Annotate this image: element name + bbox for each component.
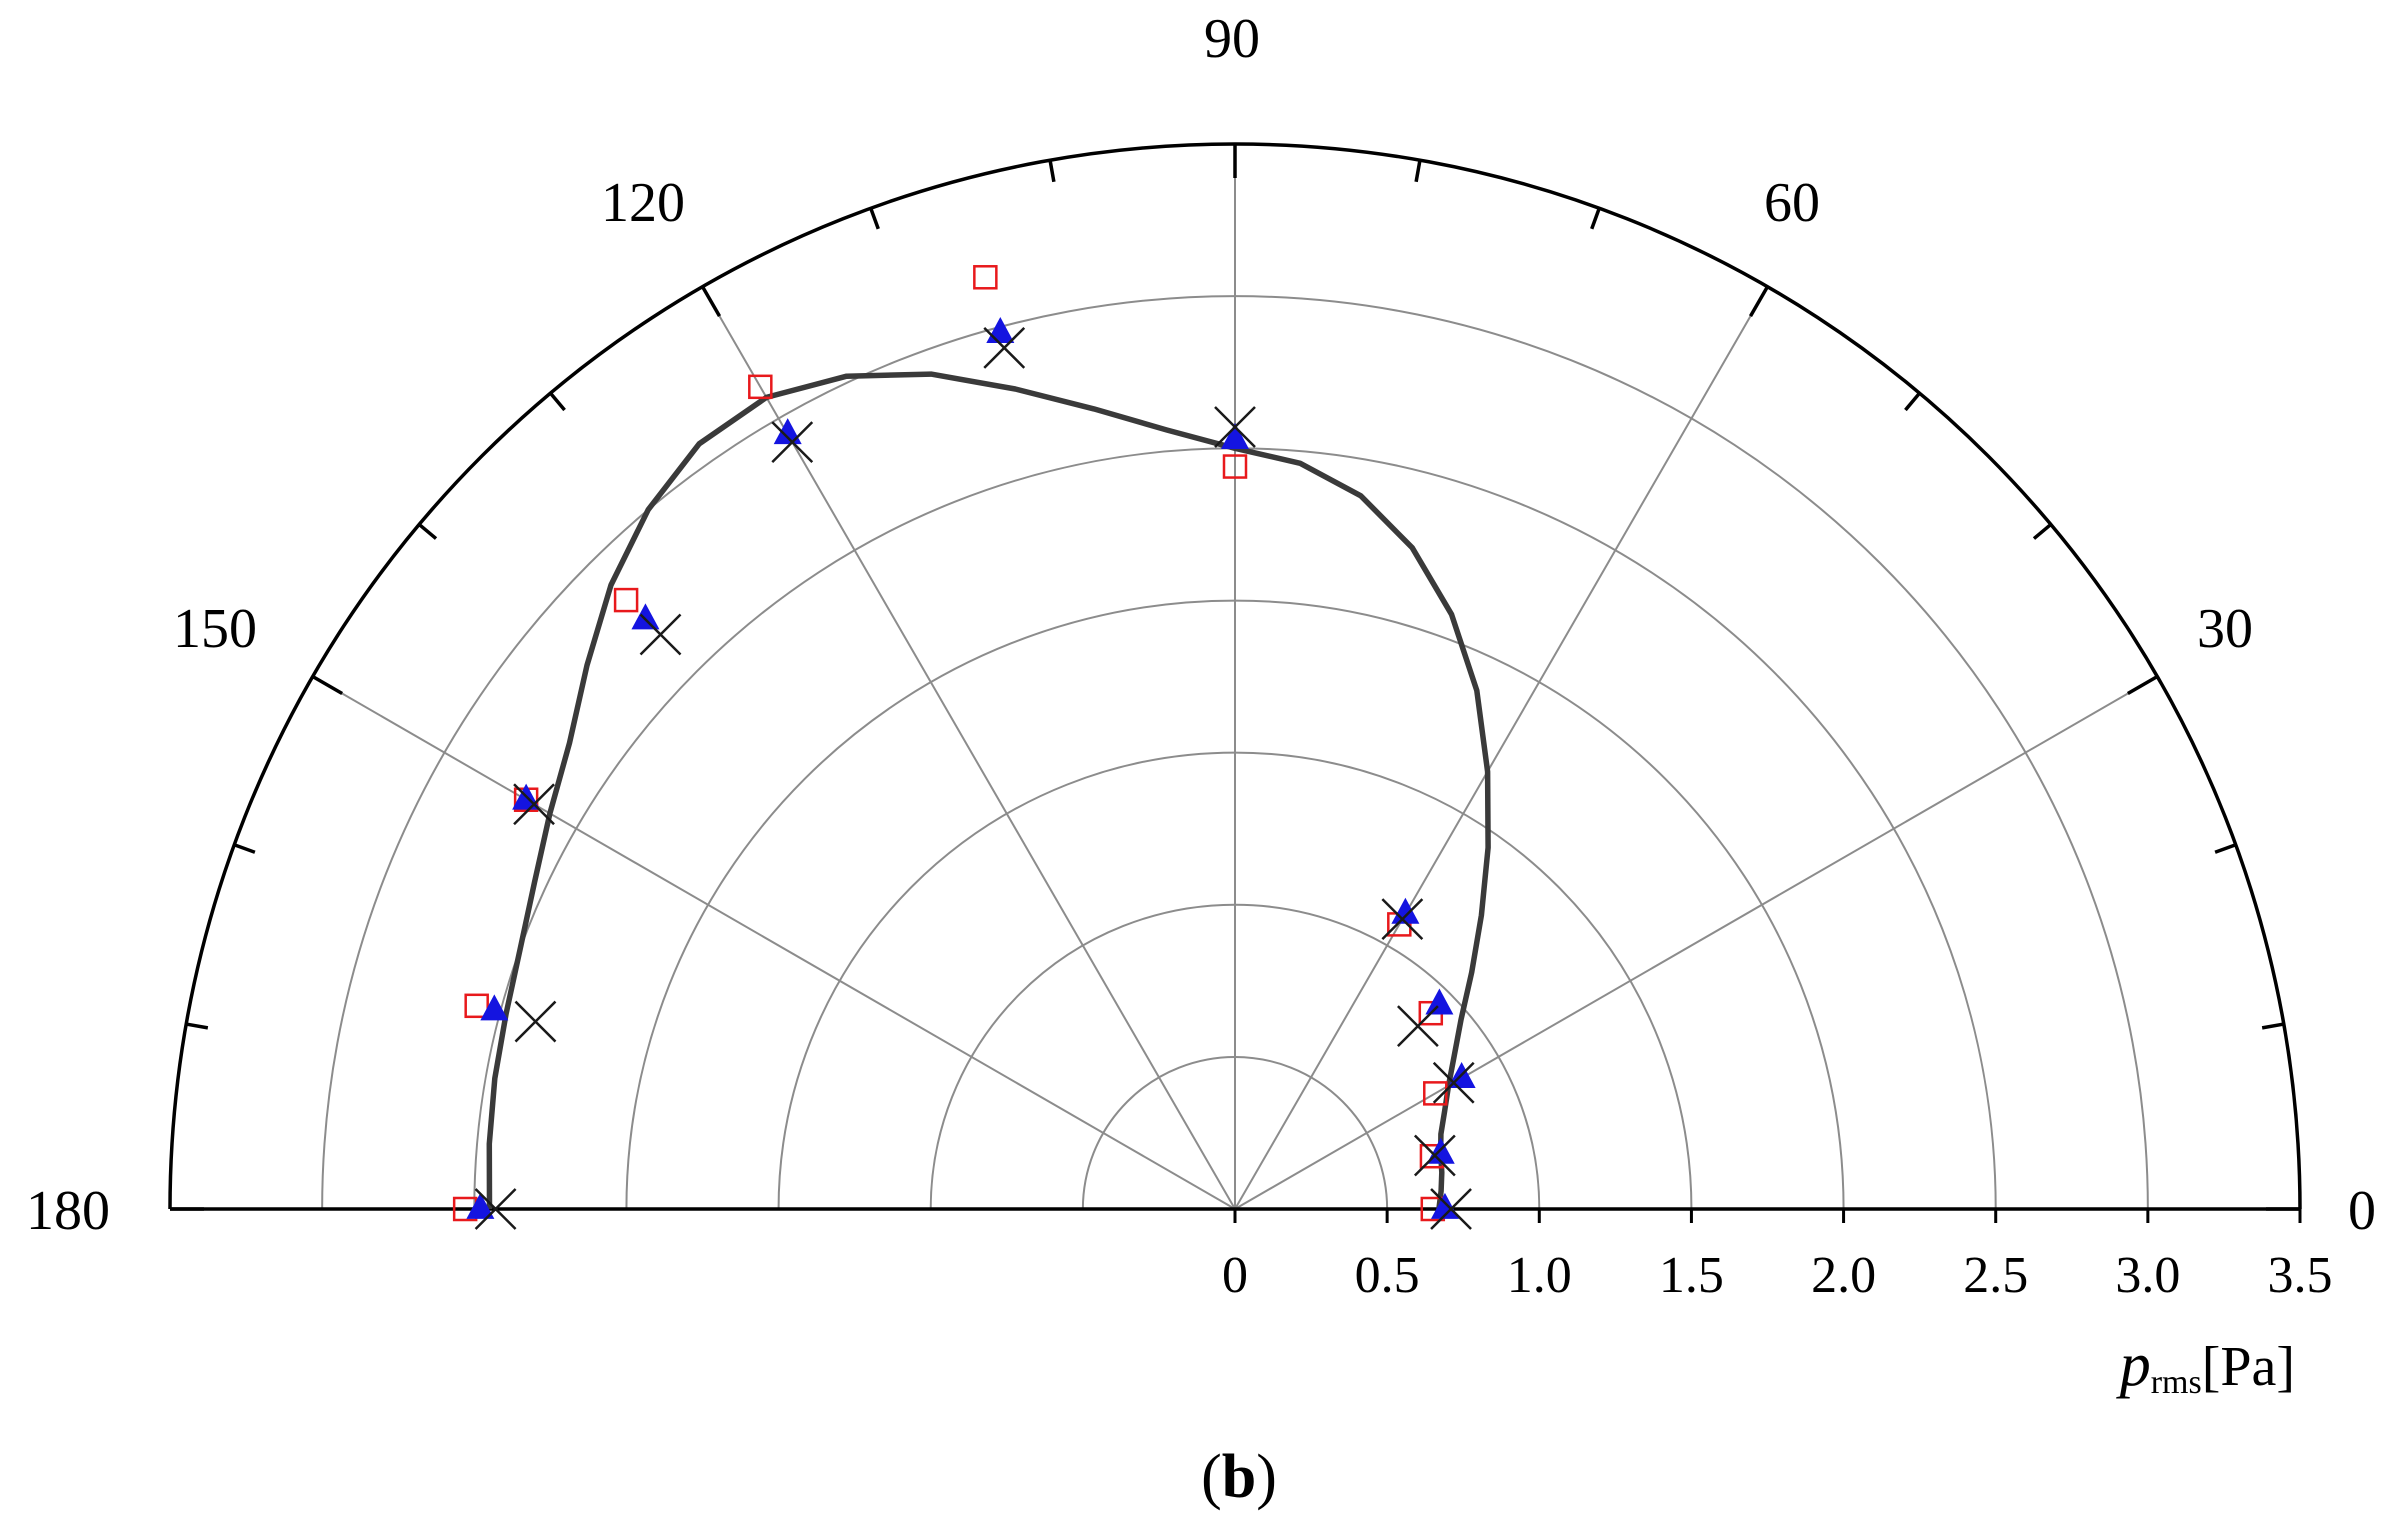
x-cross-point-120 [771, 421, 814, 464]
angular-grid-spoke-60 [1234, 286, 1769, 1210]
x-cross-point-30 [1432, 1061, 1475, 1104]
radial-tick-label-2: 1.0 [1507, 1247, 1572, 1304]
series-2-triangle-filled [466, 317, 1476, 1219]
x-cross-point-165 [514, 1000, 557, 1043]
angle-tick-label-90: 90 [1204, 8, 1260, 70]
caption-letter: b [1222, 1443, 1256, 1511]
square-open-point-165 [464, 993, 489, 1019]
radial-tick-label-3: 1.5 [1659, 1247, 1724, 1304]
angular-grid-spoke-150 [312, 675, 1236, 1210]
x-cross-point-60 [1381, 898, 1424, 941]
triangle-filled-point-90 [1221, 423, 1249, 450]
series-layer [452, 265, 1491, 1230]
caption-open: ( [1201, 1443, 1222, 1511]
x-cross-point-45 [1397, 1005, 1439, 1047]
minor-angle-tick-170 [185, 1022, 209, 1030]
minor-angle-tick-160 [233, 843, 256, 854]
radial-tick-label-5: 2.5 [1963, 1247, 2028, 1304]
series-3-x-cross [474, 326, 1475, 1230]
radial-axis-title-main: p [2116, 1331, 2151, 1399]
angle-tick-label-180: 180 [26, 1180, 110, 1242]
figure-caption: (b) [1201, 1443, 1277, 1511]
major-angle-tick-150 [311, 674, 344, 696]
triangle-filled-point-135 [631, 603, 660, 630]
minor-angle-tick-10 [2261, 1022, 2285, 1030]
x-cross-point-180 [474, 1188, 517, 1230]
angle-tick-label-60: 60 [1764, 172, 1820, 234]
radial-axis-title-unit: [Pa] [2202, 1336, 2295, 1398]
minor-angle-tick-140 [418, 523, 438, 540]
triangle-filled-point-60 [1391, 897, 1420, 924]
square-open-point-135 [613, 587, 639, 613]
radial-axis-title-sub: rms [2151, 1364, 2202, 1401]
frame-layer [168, 142, 2302, 1223]
minor-angle-tick-130 [549, 392, 566, 412]
x-cross-point-15 [1413, 1134, 1456, 1177]
triangle-filled-point-0 [1430, 1192, 1459, 1219]
minor-angle-tick-80 [1414, 159, 1422, 183]
radial-tick-label-7: 3.5 [2268, 1247, 2333, 1304]
caption-close: ) [1256, 1443, 1277, 1511]
x-cross-point-135 [639, 613, 682, 656]
major-angle-tick-120 [700, 285, 722, 318]
x-cross-point-105 [983, 326, 1026, 369]
triangle-filled-point-180 [466, 1192, 495, 1219]
minor-angle-tick-100 [1048, 159, 1056, 183]
angle-tick-label-150: 150 [173, 598, 257, 660]
triangle-filled-point-120 [773, 418, 802, 445]
radial-tick-label-0: 0 [1222, 1247, 1248, 1304]
x-cross-point-0 [1430, 1188, 1472, 1230]
minor-angle-tick-20 [2214, 843, 2237, 854]
square-open-point-105 [973, 265, 998, 290]
major-angle-tick-60 [1748, 285, 1770, 318]
x-cross-point-150 [513, 783, 555, 826]
triangle-filled-point-45 [1425, 988, 1454, 1015]
square-open-point-90 [1222, 454, 1248, 479]
grid-layer [312, 144, 2158, 1210]
minor-angle-tick-40 [2032, 523, 2052, 540]
minor-angle-tick-70 [1590, 207, 1601, 230]
minor-angle-tick-50 [1904, 392, 1921, 412]
radial-tick-label-1: 0.5 [1355, 1247, 1420, 1304]
angle-tick-label-0: 0 [2348, 1180, 2376, 1242]
major-angle-tick-30 [2126, 674, 2159, 696]
angle-tick-label-120: 120 [601, 172, 685, 234]
x-cross-point-90 [1214, 406, 1256, 448]
angular-grid-spoke-30 [1234, 675, 2158, 1210]
minor-angle-tick-110 [869, 207, 880, 230]
radial-tick-label-6: 3.0 [2115, 1247, 2180, 1304]
square-open-point-30 [1423, 1081, 1448, 1106]
angle-tick-label-30: 30 [2197, 598, 2253, 660]
triangle-filled-point-165 [480, 994, 509, 1021]
square-open-point-120 [748, 374, 773, 400]
label-layer: 0 30 60 90 120 150 180 0 0.5 1.0 1.5 2.0 2.5 3.0 3.5 [26, 8, 2376, 1304]
radial-axis-title: prms[Pa] [2116, 1331, 2295, 1401]
series-1-square-open [452, 265, 1448, 1222]
radial-tick-label-4: 2.0 [1811, 1247, 1876, 1304]
